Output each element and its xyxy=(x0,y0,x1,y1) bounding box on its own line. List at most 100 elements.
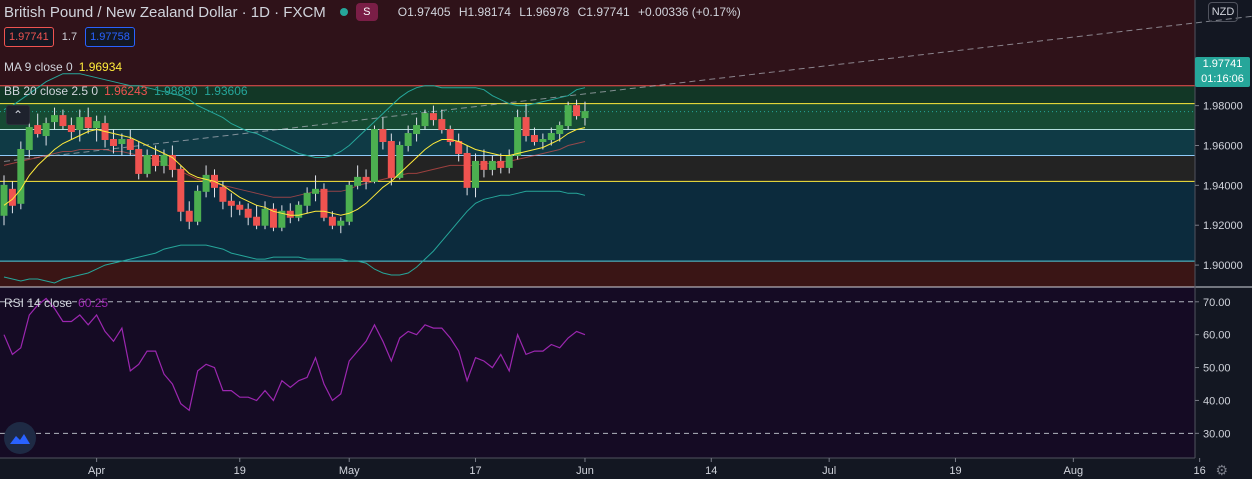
zone-0 xyxy=(0,85,1195,104)
zone-2 xyxy=(0,129,1195,156)
rsi-tick-1: 60.00 xyxy=(1203,330,1231,342)
zone-5 xyxy=(0,261,1195,287)
candle-body-51 xyxy=(429,113,437,121)
time-tick-7: 19 xyxy=(949,465,961,477)
bb-basis-value: 1.96243 xyxy=(104,84,148,98)
candle-body-28 xyxy=(236,204,244,210)
candle-body-4 xyxy=(34,125,42,135)
candle-body-61 xyxy=(514,117,522,156)
candle-body-45 xyxy=(379,129,387,143)
time-tick-4: Jun xyxy=(576,465,594,477)
ma-legend-value: 1.96934 xyxy=(78,60,123,74)
ask-button[interactable]: 1.97758 xyxy=(85,27,135,47)
symbol-title[interactable]: British Pound / New Zealand Dollar · 1D … xyxy=(4,3,326,21)
s-icon[interactable]: S xyxy=(355,3,378,21)
candle-body-27 xyxy=(227,200,235,206)
bar-countdown: 01:16:06 xyxy=(1201,73,1244,85)
candle-body-16 xyxy=(135,148,143,174)
rsi-legend-value: 60.25 xyxy=(78,296,109,310)
candle-body-56 xyxy=(472,160,480,188)
candle-body-59 xyxy=(497,160,505,168)
candle-body-32 xyxy=(269,208,277,228)
market-status-icon xyxy=(339,8,348,16)
candle-body-55 xyxy=(463,152,471,188)
candle-body-38 xyxy=(320,188,328,218)
candle-body-33 xyxy=(278,210,286,228)
zone-3 xyxy=(0,155,1195,182)
ma-layer xyxy=(3,127,586,216)
candle-body-63 xyxy=(530,135,538,143)
candle-body-44 xyxy=(370,129,378,182)
tradingview-logo-icon[interactable] xyxy=(4,422,36,454)
zone-1 xyxy=(0,103,1195,130)
candle-body-47 xyxy=(396,144,404,178)
candle-body-31 xyxy=(261,208,269,226)
bb-legend-name: BB 20 close 2.5 0 xyxy=(4,84,99,98)
candle-body-58 xyxy=(488,160,496,170)
ohlc-high: H1.98174 xyxy=(458,5,511,19)
bb-basis-line xyxy=(3,141,586,198)
candle-body-14 xyxy=(118,139,126,144)
bb-lower-line xyxy=(3,190,586,284)
candle-body-0 xyxy=(0,184,8,216)
price-tick-4: 1.90000 xyxy=(1203,260,1243,272)
rsi-legend[interactable]: RSI 14 close 60.25 xyxy=(4,296,108,310)
bb-legend[interactable]: BB 20 close 2.5 0 1.96243 1.98880 1.93606 xyxy=(4,84,248,98)
ohlc-change: +0.00336 (+0.17%) xyxy=(638,5,741,19)
time-axis-bg xyxy=(0,458,1252,477)
candle-body-26 xyxy=(219,186,227,202)
time-tick-1: 19 xyxy=(234,465,246,477)
bb-lower-value: 1.93606 xyxy=(204,84,248,98)
candle-body-19 xyxy=(160,154,168,166)
candle-body-15 xyxy=(126,139,134,150)
candle-body-64 xyxy=(539,139,547,143)
candle-body-57 xyxy=(480,160,488,170)
collapse-legend-chevron-up-icon[interactable]: ⌃ xyxy=(6,105,30,125)
ohlc-open: O1.97405 xyxy=(397,5,451,19)
price-tick-0: 1.98000 xyxy=(1203,101,1243,113)
time-tick-2: May xyxy=(339,465,360,477)
header-toggles[interactable]: S xyxy=(339,3,378,21)
candle-body-67 xyxy=(564,105,572,127)
chart-header: British Pound / New Zealand Dollar · 1D … xyxy=(4,2,746,22)
candle-body-17 xyxy=(143,154,151,174)
trendline xyxy=(3,15,1252,162)
candle-body-35 xyxy=(295,204,303,218)
candle-body-24 xyxy=(202,174,210,192)
last-price-tag: 1.97741 01:16:06 xyxy=(1195,57,1250,87)
spread-value: 1.7 xyxy=(61,31,78,43)
candle-body-10 xyxy=(84,117,92,129)
time-tick-9: 16 xyxy=(1194,465,1206,477)
zone-6 xyxy=(0,0,1195,86)
candle-body-29 xyxy=(244,208,252,218)
ma-legend-name: MA 9 close 0 xyxy=(4,60,73,74)
candle-body-20 xyxy=(168,154,176,170)
candle-body-37 xyxy=(312,188,320,194)
price-tick-1: 1.96000 xyxy=(1203,140,1243,152)
candle-body-18 xyxy=(152,154,160,166)
candle-body-2 xyxy=(17,148,25,204)
time-tick-0: Apr xyxy=(88,465,105,477)
ma-legend[interactable]: MA 9 close 0 1.96934 xyxy=(4,60,122,74)
candle-body-52 xyxy=(438,119,446,131)
rsi-tick-3: 40.00 xyxy=(1203,395,1231,407)
time-tick-6: Jul xyxy=(822,465,836,477)
candle-body-60 xyxy=(505,154,513,168)
candle-body-40 xyxy=(337,220,345,226)
candle-body-42 xyxy=(354,176,362,186)
candle-body-43 xyxy=(362,176,370,182)
candle-body-9 xyxy=(76,117,84,131)
gear-icon[interactable]: ⚙ xyxy=(1215,462,1228,478)
candle-body-30 xyxy=(253,216,261,226)
candles-layer[interactable] xyxy=(0,99,589,234)
time-tick-3: 17 xyxy=(469,465,481,477)
currency-badge[interactable]: NZD xyxy=(1208,2,1238,22)
candle-body-7 xyxy=(59,115,67,127)
ohlc-readout: O1.97405 H1.98174 L1.96978 C1.97741 +0.0… xyxy=(398,5,746,19)
bid-button[interactable]: 1.97741 xyxy=(4,27,54,47)
candle-body-11 xyxy=(93,121,101,129)
ohlc-close: C1.97741 xyxy=(577,5,630,19)
candle-body-21 xyxy=(177,168,185,212)
